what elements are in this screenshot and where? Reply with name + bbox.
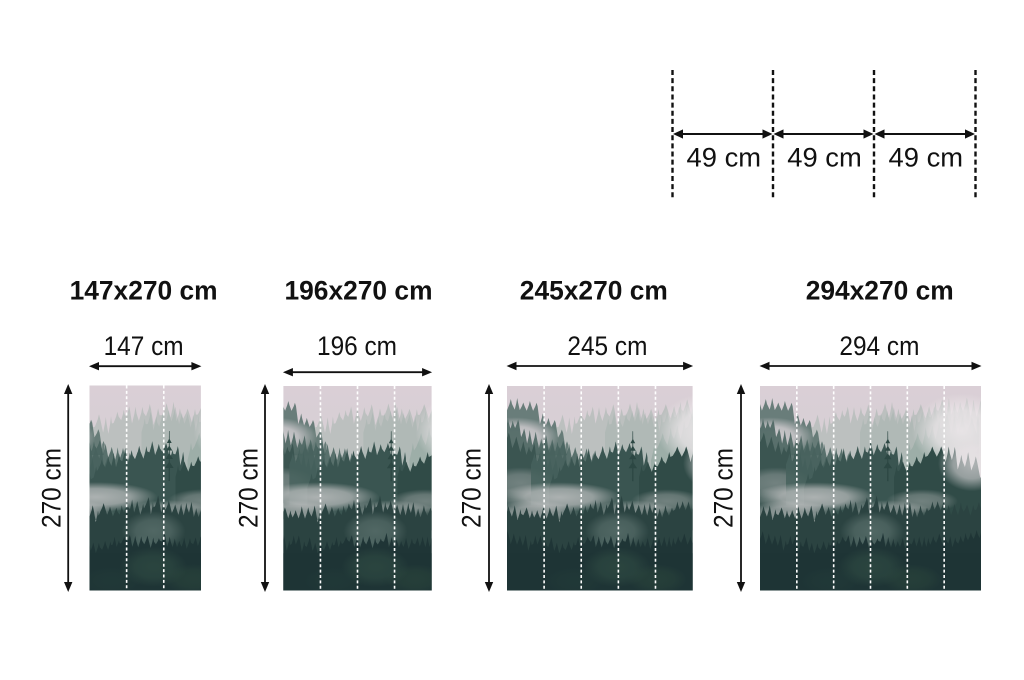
svg-text:294x270 cm: 294x270 cm — [806, 276, 954, 306]
svg-text:270 cm: 270 cm — [234, 448, 264, 528]
svg-text:270 cm: 270 cm — [37, 448, 67, 528]
svg-text:196x270 cm: 196x270 cm — [285, 276, 433, 306]
svg-text:270 cm: 270 cm — [457, 448, 487, 528]
svg-text:270 cm: 270 cm — [709, 448, 739, 528]
svg-text:49 cm: 49 cm — [787, 143, 862, 173]
svg-text:49 cm: 49 cm — [889, 143, 964, 173]
svg-text:49 cm: 49 cm — [687, 143, 762, 173]
svg-text:196 cm: 196 cm — [317, 331, 397, 361]
svg-text:245 cm: 245 cm — [567, 331, 647, 361]
svg-text:294 cm: 294 cm — [839, 331, 919, 361]
svg-text:147x270 cm: 147x270 cm — [70, 276, 218, 306]
svg-text:147 cm: 147 cm — [104, 331, 184, 361]
svg-text:245x270 cm: 245x270 cm — [520, 276, 668, 306]
